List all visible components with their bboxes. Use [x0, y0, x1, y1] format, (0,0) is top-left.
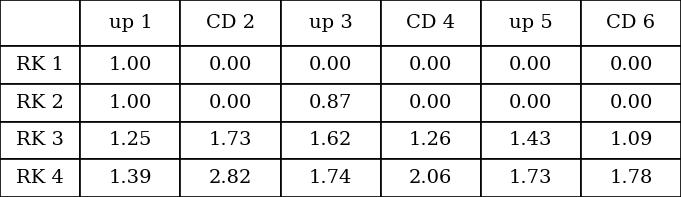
Bar: [481, 84, 581, 122]
Bar: [581, 0, 681, 46]
Text: 1.26: 1.26: [409, 131, 452, 150]
Text: 1.73: 1.73: [509, 169, 552, 187]
Bar: [381, 84, 481, 122]
Text: 0.00: 0.00: [409, 56, 452, 74]
Bar: [581, 159, 681, 197]
Bar: [481, 46, 581, 84]
Text: CD 2: CD 2: [206, 14, 255, 32]
Text: up 3: up 3: [308, 14, 353, 32]
Text: 0.00: 0.00: [609, 56, 652, 74]
Bar: [0, 46, 80, 84]
Text: 1.78: 1.78: [609, 169, 652, 187]
Text: up 1: up 1: [108, 14, 153, 32]
Bar: [80, 159, 180, 197]
Bar: [80, 46, 180, 84]
Bar: [281, 122, 381, 159]
Bar: [180, 46, 281, 84]
Bar: [0, 122, 80, 159]
Text: RK 2: RK 2: [16, 94, 64, 112]
Bar: [381, 46, 481, 84]
Text: 1.39: 1.39: [108, 169, 153, 187]
Text: 1.73: 1.73: [209, 131, 252, 150]
Text: 1.74: 1.74: [309, 169, 352, 187]
Bar: [581, 46, 681, 84]
Text: 0.00: 0.00: [209, 94, 252, 112]
Bar: [80, 0, 180, 46]
Bar: [281, 159, 381, 197]
Bar: [481, 0, 581, 46]
Bar: [180, 122, 281, 159]
Text: 0.00: 0.00: [309, 56, 352, 74]
Text: 1.09: 1.09: [609, 131, 652, 150]
Text: RK 1: RK 1: [16, 56, 64, 74]
Text: RK 4: RK 4: [16, 169, 64, 187]
Bar: [581, 122, 681, 159]
Text: CD 4: CD 4: [406, 14, 456, 32]
Bar: [281, 0, 381, 46]
Text: 0.00: 0.00: [609, 94, 652, 112]
Text: 0.87: 0.87: [309, 94, 352, 112]
Text: 2.82: 2.82: [209, 169, 252, 187]
Text: 0.00: 0.00: [509, 94, 552, 112]
Text: 1.00: 1.00: [109, 56, 152, 74]
Text: 2.06: 2.06: [409, 169, 452, 187]
Text: up 5: up 5: [509, 14, 553, 32]
Bar: [281, 84, 381, 122]
Bar: [0, 84, 80, 122]
Bar: [481, 159, 581, 197]
Text: 1.00: 1.00: [109, 94, 152, 112]
Bar: [0, 0, 80, 46]
Bar: [180, 159, 281, 197]
Text: RK 3: RK 3: [16, 131, 64, 150]
Bar: [281, 46, 381, 84]
Bar: [80, 84, 180, 122]
Text: 1.43: 1.43: [509, 131, 552, 150]
Bar: [481, 122, 581, 159]
Text: 0.00: 0.00: [209, 56, 252, 74]
Bar: [381, 159, 481, 197]
Bar: [381, 122, 481, 159]
Text: CD 6: CD 6: [606, 14, 656, 32]
Text: 1.25: 1.25: [109, 131, 152, 150]
Bar: [381, 0, 481, 46]
Bar: [80, 122, 180, 159]
Bar: [0, 159, 80, 197]
Text: 0.00: 0.00: [509, 56, 552, 74]
Text: 1.62: 1.62: [309, 131, 352, 150]
Text: 0.00: 0.00: [409, 94, 452, 112]
Bar: [180, 0, 281, 46]
Bar: [581, 84, 681, 122]
Bar: [180, 84, 281, 122]
